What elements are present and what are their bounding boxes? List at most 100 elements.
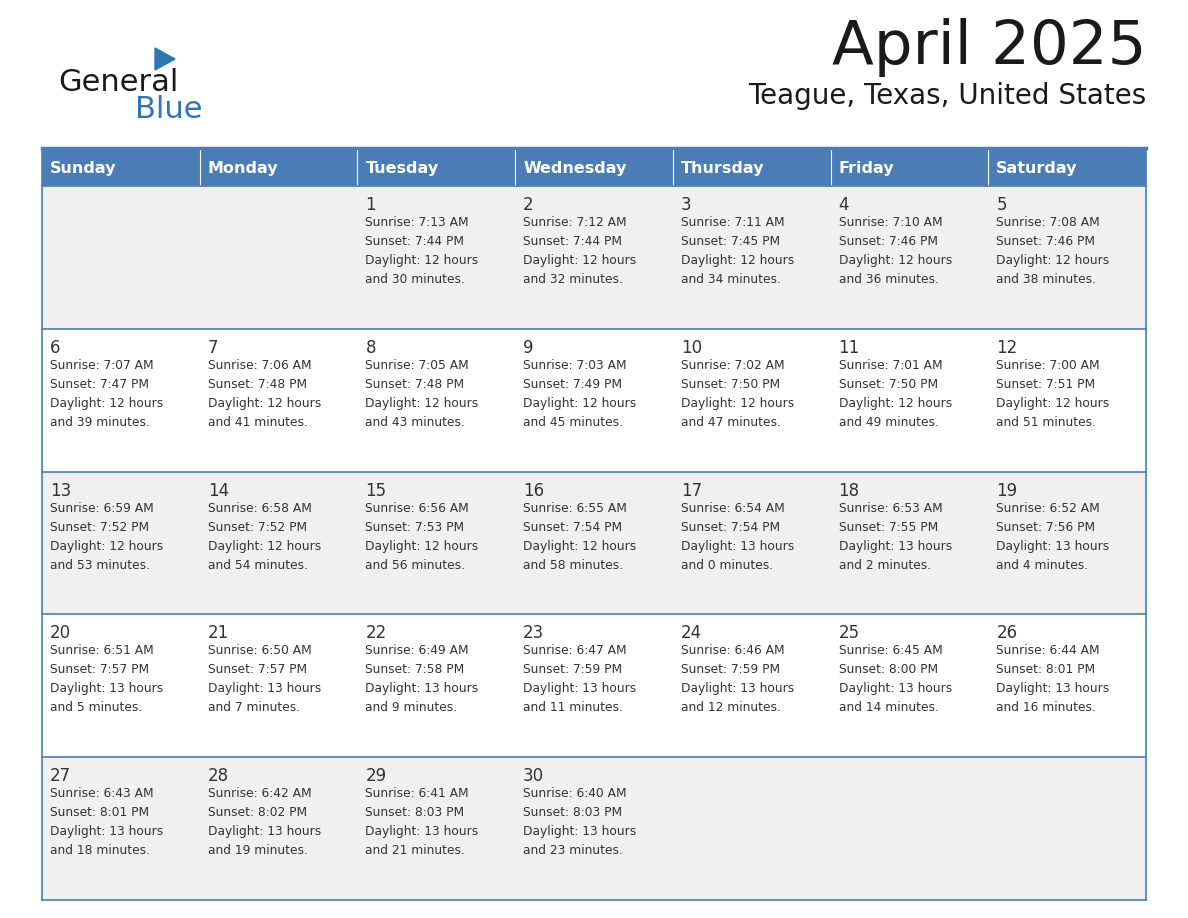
Text: and 36 minutes.: and 36 minutes. bbox=[839, 273, 939, 286]
Text: Daylight: 12 hours: Daylight: 12 hours bbox=[366, 254, 479, 267]
Text: and 19 minutes.: and 19 minutes. bbox=[208, 845, 308, 857]
Text: 18: 18 bbox=[839, 482, 860, 499]
Text: Sunrise: 6:40 AM: Sunrise: 6:40 AM bbox=[523, 788, 627, 800]
Text: 9: 9 bbox=[523, 339, 533, 357]
Text: Sunrise: 6:46 AM: Sunrise: 6:46 AM bbox=[681, 644, 784, 657]
Text: Daylight: 13 hours: Daylight: 13 hours bbox=[366, 825, 479, 838]
Text: and 54 minutes.: and 54 minutes. bbox=[208, 558, 308, 572]
Text: Daylight: 12 hours: Daylight: 12 hours bbox=[50, 540, 163, 553]
Text: Sunset: 7:58 PM: Sunset: 7:58 PM bbox=[366, 664, 465, 677]
Text: Sunset: 8:03 PM: Sunset: 8:03 PM bbox=[523, 806, 623, 819]
Text: and 18 minutes.: and 18 minutes. bbox=[50, 845, 150, 857]
Text: Sunrise: 6:56 AM: Sunrise: 6:56 AM bbox=[366, 501, 469, 515]
Text: Sunday: Sunday bbox=[50, 161, 116, 175]
Text: Sunset: 7:51 PM: Sunset: 7:51 PM bbox=[997, 378, 1095, 391]
Text: and 0 minutes.: and 0 minutes. bbox=[681, 558, 773, 572]
Text: 24: 24 bbox=[681, 624, 702, 643]
Text: Daylight: 12 hours: Daylight: 12 hours bbox=[50, 397, 163, 409]
Text: 3: 3 bbox=[681, 196, 691, 214]
Text: Tuesday: Tuesday bbox=[366, 161, 438, 175]
Text: Sunrise: 7:07 AM: Sunrise: 7:07 AM bbox=[50, 359, 153, 372]
Text: Sunset: 7:46 PM: Sunset: 7:46 PM bbox=[997, 235, 1095, 248]
Text: and 30 minutes.: and 30 minutes. bbox=[366, 273, 466, 286]
Text: Daylight: 13 hours: Daylight: 13 hours bbox=[50, 825, 163, 838]
Bar bbox=[672, 148, 830, 186]
Text: Sunset: 8:03 PM: Sunset: 8:03 PM bbox=[366, 806, 465, 819]
Text: Sunrise: 6:55 AM: Sunrise: 6:55 AM bbox=[523, 501, 627, 515]
Text: Daylight: 12 hours: Daylight: 12 hours bbox=[208, 540, 321, 553]
Text: Sunrise: 6:47 AM: Sunrise: 6:47 AM bbox=[523, 644, 627, 657]
Text: Daylight: 13 hours: Daylight: 13 hours bbox=[681, 682, 794, 696]
Text: and 51 minutes.: and 51 minutes. bbox=[997, 416, 1097, 429]
Text: and 34 minutes.: and 34 minutes. bbox=[681, 273, 781, 286]
Text: Sunset: 7:46 PM: Sunset: 7:46 PM bbox=[839, 235, 937, 248]
Bar bbox=[200, 148, 358, 186]
Text: Daylight: 12 hours: Daylight: 12 hours bbox=[523, 540, 637, 553]
Text: Sunset: 8:01 PM: Sunset: 8:01 PM bbox=[50, 806, 150, 819]
Text: Sunrise: 7:08 AM: Sunrise: 7:08 AM bbox=[997, 216, 1100, 229]
Text: Daylight: 12 hours: Daylight: 12 hours bbox=[208, 397, 321, 409]
Text: 22: 22 bbox=[366, 624, 386, 643]
Text: and 39 minutes.: and 39 minutes. bbox=[50, 416, 150, 429]
Text: Sunset: 7:59 PM: Sunset: 7:59 PM bbox=[523, 664, 623, 677]
Text: Wednesday: Wednesday bbox=[523, 161, 626, 175]
Text: 28: 28 bbox=[208, 767, 229, 785]
Text: 25: 25 bbox=[839, 624, 860, 643]
Text: 30: 30 bbox=[523, 767, 544, 785]
Text: Daylight: 12 hours: Daylight: 12 hours bbox=[366, 540, 479, 553]
Text: Daylight: 12 hours: Daylight: 12 hours bbox=[681, 254, 794, 267]
Text: Sunset: 7:56 PM: Sunset: 7:56 PM bbox=[997, 521, 1095, 533]
Text: Sunrise: 7:13 AM: Sunrise: 7:13 AM bbox=[366, 216, 469, 229]
Text: and 47 minutes.: and 47 minutes. bbox=[681, 416, 781, 429]
Text: and 45 minutes.: and 45 minutes. bbox=[523, 416, 624, 429]
Text: Sunrise: 6:43 AM: Sunrise: 6:43 AM bbox=[50, 788, 153, 800]
Text: 4: 4 bbox=[839, 196, 849, 214]
Text: Daylight: 12 hours: Daylight: 12 hours bbox=[839, 397, 952, 409]
Text: Sunrise: 6:51 AM: Sunrise: 6:51 AM bbox=[50, 644, 153, 657]
Text: Daylight: 12 hours: Daylight: 12 hours bbox=[523, 254, 637, 267]
Text: 1: 1 bbox=[366, 196, 377, 214]
Text: Sunrise: 7:00 AM: Sunrise: 7:00 AM bbox=[997, 359, 1100, 372]
Text: Sunset: 8:00 PM: Sunset: 8:00 PM bbox=[839, 664, 937, 677]
Text: Sunrise: 6:44 AM: Sunrise: 6:44 AM bbox=[997, 644, 1100, 657]
Text: Sunrise: 6:41 AM: Sunrise: 6:41 AM bbox=[366, 788, 469, 800]
Text: 17: 17 bbox=[681, 482, 702, 499]
Text: Sunset: 7:55 PM: Sunset: 7:55 PM bbox=[839, 521, 937, 533]
Text: Sunset: 7:54 PM: Sunset: 7:54 PM bbox=[523, 521, 623, 533]
Text: Sunset: 7:52 PM: Sunset: 7:52 PM bbox=[50, 521, 150, 533]
Text: Daylight: 13 hours: Daylight: 13 hours bbox=[50, 682, 163, 696]
Text: and 53 minutes.: and 53 minutes. bbox=[50, 558, 150, 572]
Text: Sunset: 7:54 PM: Sunset: 7:54 PM bbox=[681, 521, 781, 533]
Text: Sunrise: 6:45 AM: Sunrise: 6:45 AM bbox=[839, 644, 942, 657]
Text: Sunset: 7:50 PM: Sunset: 7:50 PM bbox=[839, 378, 937, 391]
Text: Sunrise: 7:10 AM: Sunrise: 7:10 AM bbox=[839, 216, 942, 229]
Bar bbox=[42, 757, 1146, 900]
Text: Monday: Monday bbox=[208, 161, 278, 175]
Text: Sunrise: 7:05 AM: Sunrise: 7:05 AM bbox=[366, 359, 469, 372]
Text: and 5 minutes.: and 5 minutes. bbox=[50, 701, 143, 714]
Text: and 32 minutes.: and 32 minutes. bbox=[523, 273, 623, 286]
Text: and 56 minutes.: and 56 minutes. bbox=[366, 558, 466, 572]
Text: April 2025: April 2025 bbox=[832, 18, 1146, 77]
Text: Daylight: 13 hours: Daylight: 13 hours bbox=[997, 540, 1110, 553]
Text: Daylight: 12 hours: Daylight: 12 hours bbox=[681, 397, 794, 409]
Text: Sunset: 7:50 PM: Sunset: 7:50 PM bbox=[681, 378, 781, 391]
Text: Friday: Friday bbox=[839, 161, 895, 175]
Text: and 58 minutes.: and 58 minutes. bbox=[523, 558, 624, 572]
Polygon shape bbox=[154, 48, 175, 70]
Text: and 14 minutes.: and 14 minutes. bbox=[839, 701, 939, 714]
Text: Sunrise: 7:11 AM: Sunrise: 7:11 AM bbox=[681, 216, 784, 229]
Text: Daylight: 13 hours: Daylight: 13 hours bbox=[839, 540, 952, 553]
Text: 13: 13 bbox=[50, 482, 71, 499]
Text: Daylight: 12 hours: Daylight: 12 hours bbox=[997, 254, 1110, 267]
Text: Sunset: 7:57 PM: Sunset: 7:57 PM bbox=[50, 664, 150, 677]
Text: Sunset: 7:48 PM: Sunset: 7:48 PM bbox=[208, 378, 307, 391]
Text: and 11 minutes.: and 11 minutes. bbox=[523, 701, 623, 714]
Text: Sunrise: 6:53 AM: Sunrise: 6:53 AM bbox=[839, 501, 942, 515]
Text: and 38 minutes.: and 38 minutes. bbox=[997, 273, 1097, 286]
Text: 12: 12 bbox=[997, 339, 1018, 357]
Text: Sunrise: 7:03 AM: Sunrise: 7:03 AM bbox=[523, 359, 627, 372]
Text: Sunrise: 6:58 AM: Sunrise: 6:58 AM bbox=[208, 501, 311, 515]
Text: and 12 minutes.: and 12 minutes. bbox=[681, 701, 781, 714]
Text: Daylight: 13 hours: Daylight: 13 hours bbox=[366, 682, 479, 696]
